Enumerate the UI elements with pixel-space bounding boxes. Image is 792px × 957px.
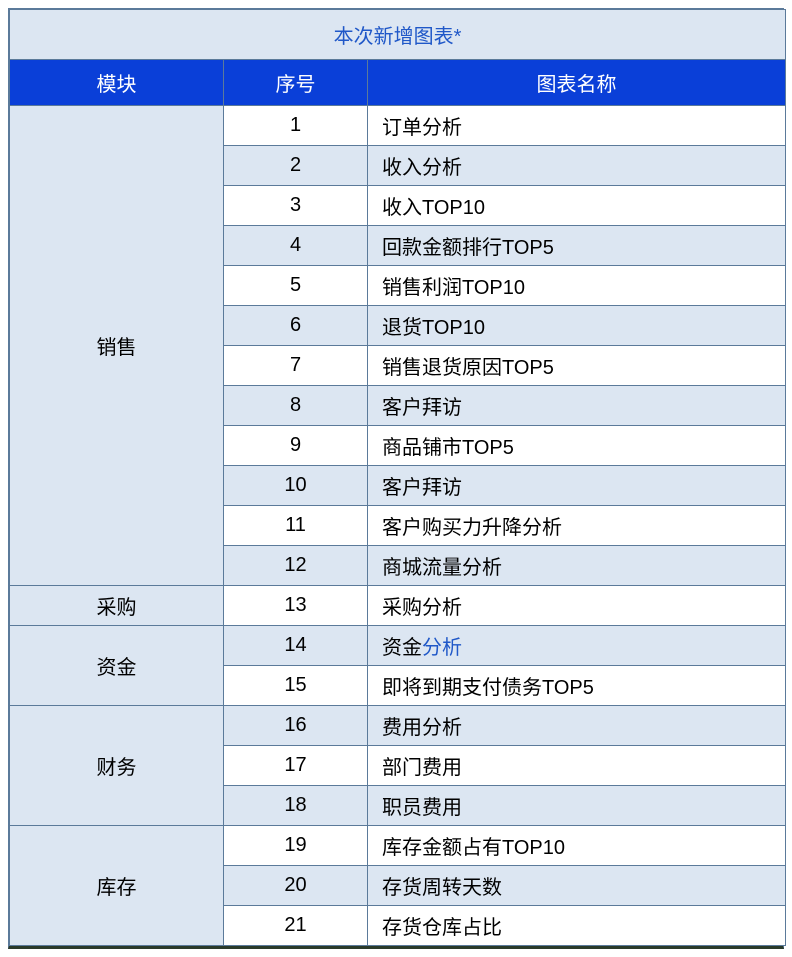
col-header-name: 图表名称 — [368, 60, 786, 106]
index-cell: 10 — [224, 466, 368, 506]
chart-name-cell: 销售退货原因TOP5 — [368, 346, 786, 386]
index-cell: 20 — [224, 866, 368, 906]
chart-name-cell: 销售利润TOP10 — [368, 266, 786, 306]
index-cell: 12 — [224, 546, 368, 586]
index-cell: 15 — [224, 666, 368, 706]
chart-name-cell: 商品铺市TOP5 — [368, 426, 786, 466]
module-cell: 采购 — [10, 586, 224, 626]
chart-name-cell: 商城流量分析 — [368, 546, 786, 586]
chart-name-cell: 收入TOP10 — [368, 186, 786, 226]
chart-name-link: 分析 — [422, 637, 462, 659]
col-header-module: 模块 — [10, 60, 224, 106]
index-cell: 7 — [224, 346, 368, 386]
module-cell: 资金 — [10, 626, 224, 706]
chart-name-cell: 订单分析 — [368, 106, 786, 146]
index-cell: 5 — [224, 266, 368, 306]
chart-name-cell: 存货仓库占比 — [368, 906, 786, 946]
module-cell: 销售 — [10, 106, 224, 586]
index-cell: 1 — [224, 106, 368, 146]
index-cell: 3 — [224, 186, 368, 226]
table-title: 本次新增图表* — [10, 10, 786, 60]
index-cell: 11 — [224, 506, 368, 546]
module-cell: 库存 — [10, 826, 224, 946]
module-cell: 财务 — [10, 706, 224, 826]
chart-name-cell: 客户购买力升降分析 — [368, 506, 786, 546]
index-cell: 9 — [224, 426, 368, 466]
table-row: 库存19库存金额占有TOP10 — [10, 826, 786, 866]
index-cell: 19 — [224, 826, 368, 866]
chart-name-cell: 即将到期支付债务TOP5 — [368, 666, 786, 706]
index-cell: 14 — [224, 626, 368, 666]
col-header-index: 序号 — [224, 60, 368, 106]
chart-name-cell: 收入分析 — [368, 146, 786, 186]
chart-list-table: 本次新增图表* 模块 序号 图表名称 销售1订单分析2收入分析3收入TOP104… — [8, 8, 784, 949]
chart-name-cell: 客户拜访 — [368, 386, 786, 426]
chart-name-cell: 费用分析 — [368, 706, 786, 746]
index-cell: 4 — [224, 226, 368, 266]
index-cell: 17 — [224, 746, 368, 786]
table-row: 销售1订单分析 — [10, 106, 786, 146]
table-header-row: 模块 序号 图表名称 — [10, 60, 786, 106]
chart-name-cell: 库存金额占有TOP10 — [368, 826, 786, 866]
chart-name-cell: 资金分析 — [368, 626, 786, 666]
chart-name-cell: 职员费用 — [368, 786, 786, 826]
table-row: 采购13采购分析 — [10, 586, 786, 626]
index-cell: 13 — [224, 586, 368, 626]
index-cell: 16 — [224, 706, 368, 746]
chart-name-cell: 部门费用 — [368, 746, 786, 786]
chart-name-cell: 退货TOP10 — [368, 306, 786, 346]
chart-name-cell: 回款金额排行TOP5 — [368, 226, 786, 266]
chart-name-cell: 采购分析 — [368, 586, 786, 626]
index-cell: 2 — [224, 146, 368, 186]
table-row: 资金 14资金分析 — [10, 626, 786, 666]
index-cell: 21 — [224, 906, 368, 946]
chart-name-cell: 存货周转天数 — [368, 866, 786, 906]
index-cell: 8 — [224, 386, 368, 426]
table-row: 财务16费用分析 — [10, 706, 786, 746]
table-title-row: 本次新增图表* — [10, 10, 786, 60]
index-cell: 18 — [224, 786, 368, 826]
chart-name-cell: 客户拜访 — [368, 466, 786, 506]
index-cell: 6 — [224, 306, 368, 346]
chart-name-text: 资金 — [382, 637, 422, 659]
